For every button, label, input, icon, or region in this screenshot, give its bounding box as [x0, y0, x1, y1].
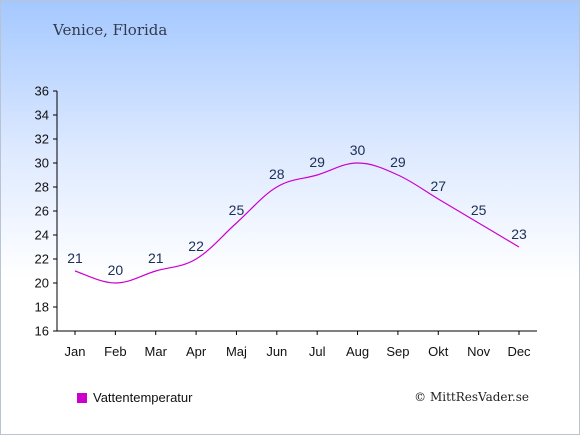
- data-label-dec: 23: [511, 226, 527, 242]
- y-tick-label: 24: [35, 228, 49, 243]
- legend-swatch: [77, 392, 87, 403]
- y-tick-label: 32: [35, 132, 49, 147]
- series-line-vattentemperatur: [74, 162, 520, 284]
- data-label-maj: 25: [229, 202, 245, 218]
- data-label-feb: 20: [108, 262, 124, 278]
- x-axis-ticks: Jan Feb Mar Apr Maj Jun Jul Aug Sep Okt Nov Dec: [65, 331, 531, 359]
- legend-label: Vattentemperatur: [93, 390, 193, 405]
- x-tick-label: Jan: [65, 344, 86, 359]
- x-tick-label: Sep: [386, 344, 409, 359]
- data-label-nov: 25: [471, 202, 487, 218]
- x-tick-label: Maj: [226, 344, 247, 359]
- y-tick-label: 18: [35, 300, 49, 315]
- axes: [56, 91, 537, 332]
- data-label-sep: 29: [390, 154, 406, 170]
- x-tick-label: Aug: [346, 344, 369, 359]
- y-axis-ticks: 16 18 20 22 24 26 28 30 32 34 36: [35, 84, 57, 339]
- data-label-mar: 21: [148, 250, 164, 266]
- y-tick-label: 20: [35, 276, 49, 291]
- chart-title: Venice, Florida: [53, 21, 168, 39]
- data-label-apr: 22: [188, 238, 204, 254]
- x-tick-label: Mar: [145, 344, 168, 359]
- x-tick-label: Okt: [428, 344, 449, 359]
- legend: Vattentemperatur: [77, 390, 192, 405]
- y-tick-label: 28: [35, 180, 49, 195]
- y-tick-label: 26: [35, 204, 49, 219]
- y-tick-label: 16: [35, 324, 49, 339]
- x-tick-label: Jul: [309, 344, 326, 359]
- y-tick-label: 30: [35, 156, 49, 171]
- y-tick-label: 22: [35, 252, 49, 267]
- x-tick-label: Apr: [186, 344, 207, 359]
- data-label-okt: 27: [430, 178, 446, 194]
- x-tick-label: Feb: [104, 344, 126, 359]
- x-tick-label: Dec: [507, 344, 531, 359]
- x-tick-label: Jun: [266, 344, 287, 359]
- data-label-jun: 28: [269, 166, 285, 182]
- credit-text: © MittResVader.se: [414, 390, 529, 404]
- y-tick-label: 36: [35, 84, 49, 99]
- data-label-jan: 21: [67, 250, 83, 266]
- x-tick-label: Nov: [467, 344, 491, 359]
- data-labels: 21 20 21 22 25 28 29 30 29 27 25 23: [67, 142, 527, 278]
- y-tick-label: 34: [35, 108, 49, 123]
- data-label-aug: 30: [350, 142, 366, 158]
- data-label-jul: 29: [309, 154, 325, 170]
